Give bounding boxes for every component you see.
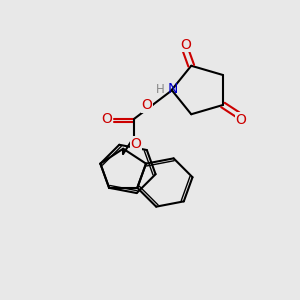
Text: O: O (236, 113, 247, 127)
Text: O: O (130, 136, 141, 151)
Text: O: O (101, 112, 112, 126)
Text: N: N (167, 82, 178, 96)
Text: O: O (180, 38, 191, 52)
Text: O: O (142, 98, 153, 112)
Text: H: H (156, 83, 165, 96)
